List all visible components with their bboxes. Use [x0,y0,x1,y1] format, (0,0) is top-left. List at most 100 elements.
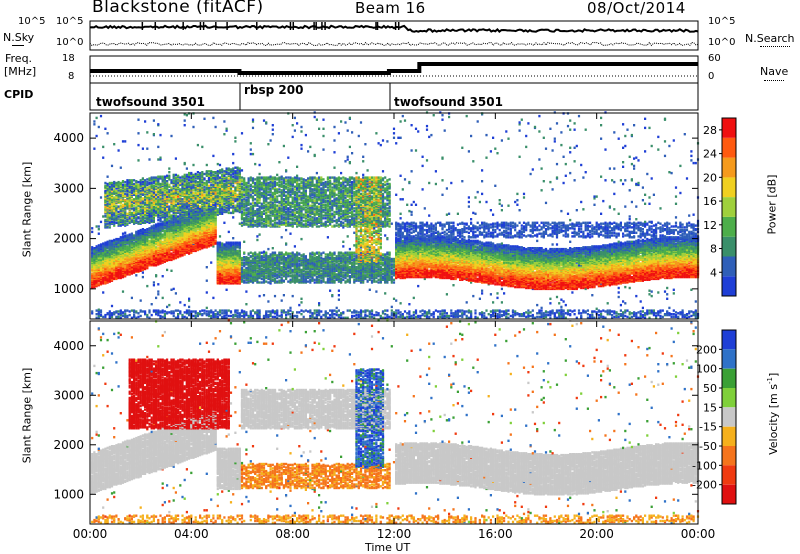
power-cell [177,190,180,194]
power-cell [128,218,131,222]
power-cell [128,310,131,313]
power-cell [157,211,160,215]
power-cell [159,200,162,204]
power-cell [113,247,116,250]
power-cell [130,199,133,202]
power-cell [97,225,100,228]
power-cell [214,313,217,316]
power-cell [97,232,100,235]
power-cell [157,293,160,296]
power-cell [152,228,155,232]
power-cell [148,201,151,205]
power-cell [126,212,129,215]
power-cell [157,175,160,178]
power-cell [155,195,158,198]
power-cell [146,180,149,184]
power-cell [212,311,215,314]
power-cell [174,157,177,160]
power-cell [177,237,180,240]
power-cell [113,250,116,253]
power-cell [104,218,107,222]
power-cell [205,266,208,269]
power-cell [117,190,120,194]
power-cell [139,299,142,302]
power-cell [170,269,173,272]
power-cell [199,171,202,175]
power-cell [223,243,226,246]
power-cell [152,220,155,224]
power-cell [205,313,208,316]
power-cell [170,288,173,291]
freq-unit-label: [MHz] [4,65,36,78]
freq-tick-bottom-left: 8 [68,71,74,82]
power-cell [152,218,155,221]
power-cell [212,171,215,174]
power-cell [133,201,136,205]
power-cell [137,259,140,262]
power-cell [95,283,98,286]
power-cell [155,190,158,194]
power-cell [141,184,144,187]
noise-tick-top-right: 10^5 [708,16,735,27]
power-cell [117,210,120,214]
power-cell [124,309,127,312]
power-cell [104,190,107,193]
freq-label: Freq. [5,52,32,65]
power-cell [133,204,136,207]
power-cell [113,190,116,193]
power-cell [133,241,136,244]
power-cell [144,179,147,182]
power-cell [110,203,114,206]
power-cell [214,309,217,312]
power-cell [148,203,151,206]
power-cell [130,200,133,204]
power-cell [221,168,224,171]
noise-lines [89,22,699,47]
power-cell [157,236,160,239]
power-cell [102,282,105,285]
power-cell [119,313,122,317]
power-cell [104,181,107,185]
power-cell [172,190,175,193]
power-cell [117,310,120,313]
power-cell [144,206,147,209]
power-cell [179,301,182,304]
noise-tick-top-left: 10^5 [18,16,45,27]
power-cell [110,164,114,168]
power-cell [95,134,98,138]
power-cell [108,200,111,204]
power-cell [93,258,96,262]
power-cell [166,305,169,309]
power-cell [126,247,129,250]
power-cell [95,316,98,319]
power-cell [133,237,136,240]
power-cell [146,201,149,205]
power-cell [199,310,202,313]
power-cell [97,228,100,231]
power-cell [159,198,162,201]
power-cell [166,218,169,221]
power-cell [133,309,136,312]
power-cell [97,254,100,257]
power-cell [157,222,160,225]
power-cell [166,180,169,183]
power-cell [227,314,230,318]
power-cell [119,247,122,251]
power-cell [150,197,153,200]
power-cell [113,143,116,146]
power-cell [115,181,118,185]
power-cell [102,156,105,159]
power-cell [148,198,151,201]
power-cell [133,184,136,187]
power-cell [155,249,158,253]
power-cell [159,314,162,318]
power-cell [124,215,127,218]
power-cell [201,309,204,312]
power-cell [115,196,118,199]
power-cell [144,312,147,315]
power-cell [157,208,160,211]
power-cell [144,249,147,253]
power-cell [157,215,160,218]
power-cell [205,190,208,194]
power-cell [119,184,122,187]
